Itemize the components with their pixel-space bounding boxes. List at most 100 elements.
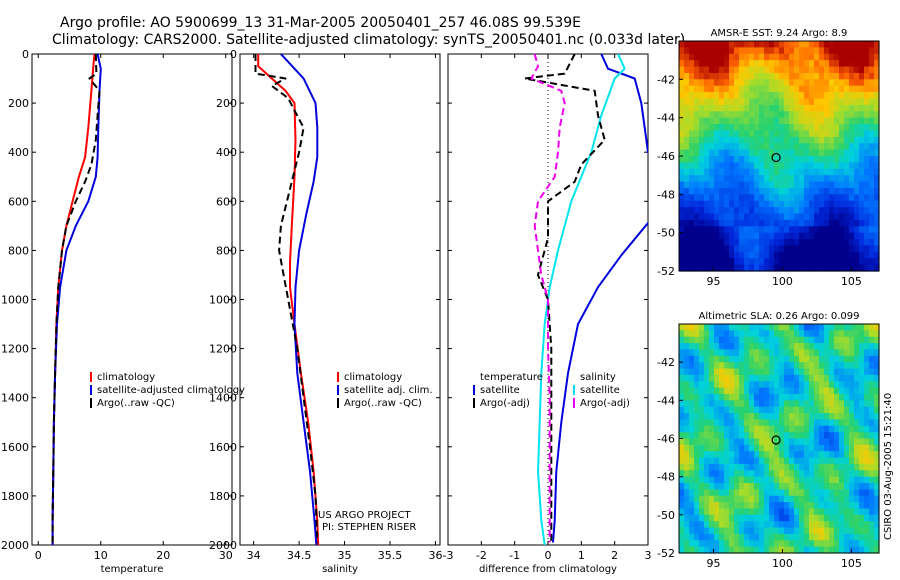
sla_map-cell — [764, 508, 770, 516]
sla_map-cell — [744, 463, 750, 471]
sst_map-cell — [774, 162, 780, 170]
sst_map-cell — [689, 136, 695, 144]
sla_map-cell — [734, 533, 740, 541]
sst_map-cell — [824, 156, 830, 163]
sla_map-cell — [874, 330, 880, 338]
sla_map-cell — [719, 432, 725, 440]
sst_map-cell — [829, 232, 835, 240]
sla_map-cell — [844, 419, 850, 427]
sst_map-cell — [829, 79, 835, 87]
sst_map-cell — [864, 85, 870, 93]
sst_map-cell — [734, 72, 740, 80]
sla_map-cell — [724, 374, 730, 382]
sst_map-cell — [734, 79, 740, 87]
sst_map-cell — [774, 143, 780, 151]
sst_map-cell — [714, 251, 720, 259]
sla_map-cell — [684, 521, 690, 529]
sla_map-cell — [799, 336, 805, 344]
sla_map-cell — [804, 483, 810, 490]
sla_map-cell — [709, 387, 715, 395]
sst_map-cell — [799, 92, 805, 100]
sst_map-cell — [734, 41, 740, 48]
sst_map-cell — [709, 111, 715, 119]
sla_map-cell — [824, 432, 830, 440]
sst_map-cell — [829, 92, 835, 100]
sla_map-cell — [759, 540, 765, 548]
sla_map-cell — [814, 393, 820, 401]
sla_map-cell — [754, 514, 760, 522]
sla_map-cell — [784, 425, 790, 433]
sst_map-cell — [809, 79, 815, 87]
sst_map-cell — [819, 200, 825, 208]
sla_map-cell — [829, 343, 835, 351]
sla_map-cell — [749, 406, 755, 414]
sla_map-cell — [704, 393, 710, 401]
sla_map-cell — [689, 514, 695, 522]
sla_map-cell — [859, 457, 865, 465]
sla_map-cell — [694, 362, 700, 370]
sst_map-cell — [859, 104, 865, 112]
sst_map-cell — [689, 98, 695, 106]
sla_map-cell — [864, 349, 870, 357]
sst_map-cell — [739, 181, 745, 189]
sla_map-cell — [744, 400, 750, 408]
temperature-series-group — [51, 54, 102, 545]
sla_map-cell — [799, 362, 805, 370]
sla_map-cell — [849, 502, 855, 510]
sst_map-cell — [874, 168, 880, 176]
sst_map-cell — [779, 168, 785, 176]
sst_map-cell — [874, 213, 880, 221]
sla_map-cell — [779, 393, 785, 401]
difference-xtick-label: -3 — [443, 549, 454, 562]
sla_map-cell — [829, 470, 835, 478]
sla_map-cell — [694, 324, 700, 331]
sst_map-cell — [779, 207, 785, 215]
sla_map-cell — [784, 330, 790, 338]
sst_map-cell — [754, 175, 760, 183]
sla_map-cell — [789, 451, 795, 459]
sst_map-cell — [709, 226, 715, 234]
sst_map-cell — [724, 187, 730, 195]
sla_map-cell — [814, 419, 820, 427]
sst_map-cell — [849, 60, 855, 68]
sla_map-cell — [689, 470, 695, 478]
sla_map-cell — [769, 514, 775, 522]
sst_map-cell — [694, 98, 700, 106]
sst_map-cell — [764, 245, 770, 253]
sla_map-cell — [699, 521, 705, 529]
sst_map-cell — [744, 79, 750, 87]
sst_map-cell — [774, 111, 780, 119]
sst_map-cell — [784, 156, 790, 163]
sla_map-cell — [764, 444, 770, 452]
sst_map-cell — [869, 187, 875, 195]
sla_map-cell — [814, 368, 820, 376]
sla_map-cell — [734, 324, 740, 331]
sst_map-cell — [819, 98, 825, 106]
sst_map-cell — [764, 232, 770, 240]
sla_map-cell — [684, 546, 690, 554]
sla_map-cell — [779, 374, 785, 382]
sst_map-cell — [849, 194, 855, 202]
sla_map-cell — [694, 502, 700, 510]
sst_map-cell — [859, 156, 865, 163]
sla_map-cell — [754, 470, 760, 478]
sst_map-cell — [859, 79, 865, 87]
sst_map-cell — [754, 66, 760, 74]
sla_map-cell — [874, 368, 880, 376]
sst_map-cell — [704, 251, 710, 259]
sst_map-cell — [769, 264, 775, 272]
sst_map-cell — [704, 60, 710, 68]
sst_map-cell — [784, 136, 790, 144]
sla_map-cell — [809, 368, 815, 376]
sla_map-cell — [869, 324, 875, 331]
sla_map-cell — [854, 451, 860, 459]
sla_map-ytick-label: -46 — [657, 433, 675, 446]
sst_map-cell — [699, 130, 705, 138]
sla_map-cell — [754, 521, 760, 529]
sla_map-cell — [789, 476, 795, 484]
sst_map-cell — [839, 156, 845, 163]
salinity-series-group — [254, 54, 320, 545]
sst_map-cell — [739, 92, 745, 100]
sla_map-cell — [859, 470, 865, 478]
sst_map-cell — [774, 213, 780, 221]
